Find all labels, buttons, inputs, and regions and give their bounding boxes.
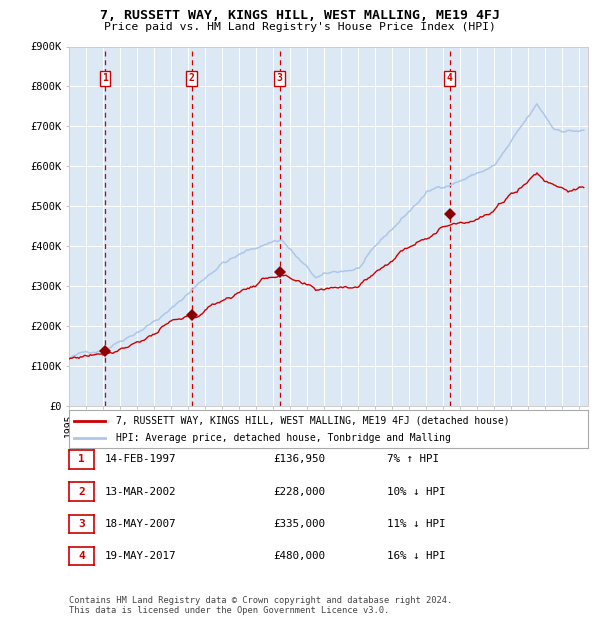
- Text: 11% ↓ HPI: 11% ↓ HPI: [387, 519, 445, 529]
- Text: £228,000: £228,000: [273, 487, 325, 497]
- Text: 7, RUSSETT WAY, KINGS HILL, WEST MALLING, ME19 4FJ (detached house): 7, RUSSETT WAY, KINGS HILL, WEST MALLING…: [116, 416, 509, 426]
- Text: 18-MAY-2007: 18-MAY-2007: [105, 519, 176, 529]
- Text: 3: 3: [277, 73, 283, 84]
- Text: 1: 1: [102, 73, 108, 84]
- Text: 14-FEB-1997: 14-FEB-1997: [105, 454, 176, 464]
- Text: 3: 3: [78, 519, 85, 529]
- Text: HPI: Average price, detached house, Tonbridge and Malling: HPI: Average price, detached house, Tonb…: [116, 433, 451, 443]
- Text: £480,000: £480,000: [273, 551, 325, 561]
- Text: 10% ↓ HPI: 10% ↓ HPI: [387, 487, 445, 497]
- Text: 2: 2: [188, 73, 194, 84]
- Text: 13-MAR-2002: 13-MAR-2002: [105, 487, 176, 497]
- Text: 1: 1: [78, 454, 85, 464]
- Text: 4: 4: [447, 73, 453, 84]
- Text: £335,000: £335,000: [273, 519, 325, 529]
- Text: 2: 2: [78, 487, 85, 497]
- Text: 7, RUSSETT WAY, KINGS HILL, WEST MALLING, ME19 4FJ: 7, RUSSETT WAY, KINGS HILL, WEST MALLING…: [100, 9, 500, 22]
- Text: Price paid vs. HM Land Registry's House Price Index (HPI): Price paid vs. HM Land Registry's House …: [104, 22, 496, 32]
- Text: 7% ↑ HPI: 7% ↑ HPI: [387, 454, 439, 464]
- Text: Contains HM Land Registry data © Crown copyright and database right 2024.
This d: Contains HM Land Registry data © Crown c…: [69, 596, 452, 615]
- Text: 19-MAY-2017: 19-MAY-2017: [105, 551, 176, 561]
- Text: 4: 4: [78, 551, 85, 561]
- Text: £136,950: £136,950: [273, 454, 325, 464]
- Text: 16% ↓ HPI: 16% ↓ HPI: [387, 551, 445, 561]
